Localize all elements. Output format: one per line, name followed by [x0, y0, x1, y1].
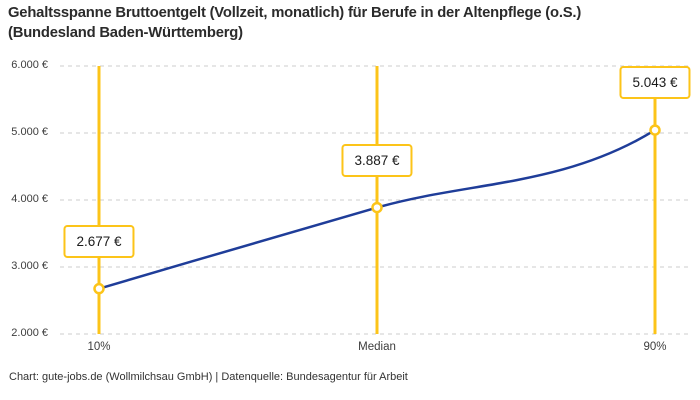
y-axis-tick-label: 6.000 €	[11, 59, 48, 71]
data-point-marker	[649, 124, 661, 136]
data-point-marker	[93, 282, 105, 295]
value-label: 5.043 €	[619, 66, 691, 100]
value-label: 3.887 €	[341, 143, 413, 177]
y-axis-tick-label: 4.000 €	[11, 193, 48, 205]
x-axis-tick-label: 90%	[643, 341, 667, 353]
x-axis-tick-label: 10%	[87, 341, 111, 353]
y-axis-tick-label: 2.000 €	[11, 327, 48, 339]
chart-attribution: Chart: gute-jobs.de (Wollmilchsau GmbH) …	[9, 371, 408, 383]
y-axis-tick-label: 3.000 €	[11, 260, 48, 272]
chart-title: Gehaltsspanne Bruttoentgelt (Vollzeit, m…	[8, 5, 582, 41]
value-label: 2.677 €	[63, 224, 135, 258]
x-axis-tick-label: Median	[358, 341, 396, 353]
y-axis-tick-label: 5.000 €	[11, 126, 48, 138]
data-point-marker	[371, 201, 383, 214]
